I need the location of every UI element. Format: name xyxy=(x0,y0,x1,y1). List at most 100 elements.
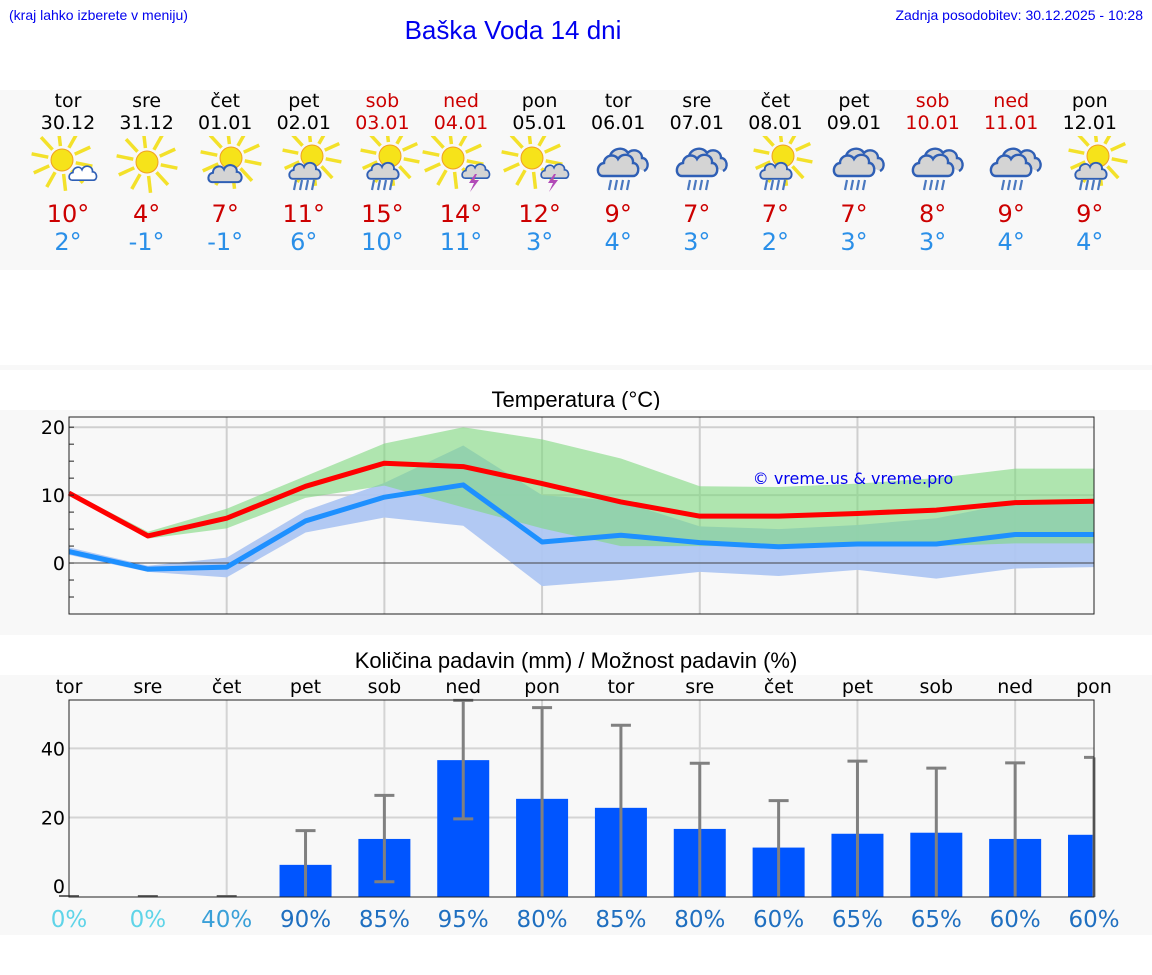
precip-probability: 60% xyxy=(990,907,1041,933)
temp-min: 3° xyxy=(840,228,868,256)
precip-day-label: pet xyxy=(290,676,321,698)
cloud-rain-icon xyxy=(832,147,885,191)
day-date: 11.01 xyxy=(983,112,1039,134)
forecast-day: pon 05.01 12° 3° xyxy=(500,90,580,256)
day-date: 03.01 xyxy=(355,112,410,134)
day-name: čet xyxy=(210,90,240,112)
precip-day-label: čet xyxy=(212,676,242,698)
temperature-chart: 0 10 20 © vreme.us & vreme.pro xyxy=(41,416,1095,615)
forecast-day: sre 31.12 4° -1° xyxy=(107,90,187,256)
temperature-chart-panel: 0 10 20 © vreme.us & vreme.pro xyxy=(0,410,1152,635)
temp-max: 7° xyxy=(840,200,868,228)
day-name: pon xyxy=(521,90,558,112)
precipitation-chart: 0 20 40 tor sre čet pet sob ned pon tor sre čet pet so… xyxy=(41,676,1120,933)
day-date: 04.01 xyxy=(433,112,489,134)
cloud-rain-icon xyxy=(596,147,649,191)
day-name: čet xyxy=(760,90,791,112)
sun-cloud-rain-icon xyxy=(1068,136,1128,191)
forecast-day: tor 30.12 10° 2° xyxy=(28,90,108,256)
forecast-day: sre 07.01 7° 3° xyxy=(657,90,737,256)
precip-probability: 85% xyxy=(595,907,646,933)
forecast-day: ned 11.01 9° 4° xyxy=(971,90,1051,256)
temperature-chart-title: Temperatura (°C) xyxy=(491,387,661,412)
forecast-day: čet 08.01 7° 2° xyxy=(735,90,815,256)
temp-max: 15° xyxy=(361,200,404,228)
svg-text:0: 0 xyxy=(53,876,65,898)
day-date: 12.01 xyxy=(1062,112,1117,134)
day-name: ned xyxy=(993,90,1030,112)
day-date: 05.01 xyxy=(512,112,567,134)
temp-max: 7° xyxy=(761,200,790,228)
forecast-day: sob 03.01 15° 10° xyxy=(342,90,422,256)
forecast-strip: tor 30.12 10° 2° sre 31.12 4° -1° čet 01.01 7° -1° p… xyxy=(0,90,1152,270)
day-date: 06.01 xyxy=(590,112,646,134)
day-name: pet xyxy=(288,90,320,112)
forecast-day: čet 01.01 7° -1° xyxy=(185,90,265,256)
city-menu-hint[interactable]: (kraj lahko izberete v meniju) xyxy=(9,7,188,23)
day-name: ned xyxy=(443,90,479,112)
page-title: Baška Voda 14 dni xyxy=(404,15,622,45)
precip-probability: 0% xyxy=(130,907,167,933)
day-name: tor xyxy=(54,90,82,112)
temp-min: -1° xyxy=(207,228,244,256)
temp-max: 12° xyxy=(518,200,561,228)
day-date: 01.01 xyxy=(197,112,253,134)
svg-text:10: 10 xyxy=(41,485,65,507)
watermark-text: © vreme.us & vreme.pro xyxy=(753,469,954,488)
day-date: 30.12 xyxy=(40,112,96,134)
day-name: sre xyxy=(132,90,162,112)
sun-thunderstorm-icon xyxy=(500,136,569,192)
temp-max: 9° xyxy=(997,200,1025,228)
precip-day-label: tor xyxy=(607,676,634,698)
forecast-day: pon 12.01 9° 4° xyxy=(1050,90,1130,256)
temp-min: 3° xyxy=(683,228,711,256)
forecast-day: ned 04.01 14° 11° xyxy=(421,90,501,256)
temp-min: 3° xyxy=(918,228,947,256)
precip-day-label: sre xyxy=(685,676,714,698)
temp-max: 4° xyxy=(132,200,161,228)
temp-min: 4° xyxy=(604,228,632,256)
temp-max: 11° xyxy=(282,200,326,228)
day-name: sob xyxy=(365,90,400,112)
temp-max: 8° xyxy=(918,200,947,228)
cloud-rain-icon xyxy=(911,147,964,191)
precip-probability: 65% xyxy=(832,907,883,933)
day-date: 31.12 xyxy=(119,112,174,134)
sun-thunderstorm-icon xyxy=(422,136,491,192)
svg-text:20: 20 xyxy=(41,417,65,439)
precip-day-label: ned xyxy=(997,676,1033,698)
day-name: sob xyxy=(915,90,950,112)
precip-day-label: pon xyxy=(524,676,560,698)
day-name: pon xyxy=(1071,90,1108,112)
day-date: 07.01 xyxy=(669,112,724,134)
precip-probability: 90% xyxy=(280,907,331,933)
precip-probability: 65% xyxy=(911,907,962,933)
forecast-day: tor 06.01 9° 4° xyxy=(578,90,658,256)
sun-cloud-rain-icon xyxy=(282,136,342,191)
precip-day-label: pon xyxy=(1076,676,1112,698)
temp-min: 11° xyxy=(439,228,483,256)
precip-day-label: tor xyxy=(56,676,83,698)
precipitation-chart-panel: 0 20 40 tor sre čet pet sob ned pon tor sre čet pet so… xyxy=(0,675,1152,935)
forecast-day: sob 10.01 8° 3° xyxy=(893,90,973,256)
precip-probability: 80% xyxy=(674,907,725,933)
precip-day-label: sob xyxy=(920,676,954,698)
day-date: 09.01 xyxy=(826,112,882,134)
temp-min: -1° xyxy=(128,228,165,256)
svg-text:40: 40 xyxy=(41,738,65,760)
last-update-label: Zadnja posodobitev: 30.12.2025 - 10:28 xyxy=(895,7,1143,23)
precip-day-label: sob xyxy=(368,676,402,698)
sun-icon xyxy=(115,136,178,193)
temp-max: 10° xyxy=(46,200,90,228)
precip-day-label: sre xyxy=(133,676,162,698)
precip-probability: 0% xyxy=(51,907,88,933)
temp-max: 14° xyxy=(439,200,483,228)
sun-cloud-rain-icon xyxy=(360,136,421,191)
temp-min: 3° xyxy=(525,228,554,256)
temp-max: 7° xyxy=(211,200,239,228)
day-name: tor xyxy=(604,90,632,112)
cloud-rain-icon xyxy=(989,147,1042,191)
temp-max: 7° xyxy=(683,200,711,228)
precip-day-label: ned xyxy=(445,676,481,698)
temp-min: 10° xyxy=(361,228,404,256)
